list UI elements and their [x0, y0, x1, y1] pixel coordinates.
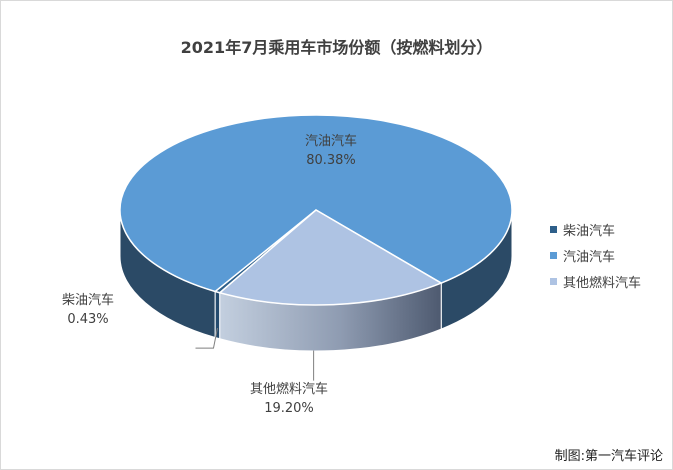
legend-label-gasoline: 汽油汽车 — [563, 249, 616, 265]
legend-swatch-diesel — [550, 225, 557, 233]
legend-label-diesel: 柴油汽车 — [563, 223, 616, 239]
slice-label-diesel-value: 0.43% — [67, 312, 109, 327]
legend-swatch-gasoline — [550, 251, 557, 259]
slice-label-diesel: 柴油汽车 0.43% — [62, 291, 114, 329]
legend-label-other: 其他燃料汽车 — [563, 275, 642, 291]
legend-item-other: 其他燃料汽车 — [550, 268, 641, 294]
slice-label-other-value: 19.20% — [264, 401, 314, 416]
slice-label-gasoline-value: 80.38% — [306, 153, 356, 168]
chart-credit: 制图:第一汽车评论 — [554, 449, 663, 464]
chart-title: 2021年7月乘用车市场份额（按燃料划分） — [180, 38, 493, 57]
slice-label-other: 其他燃料汽车 19.20% — [250, 380, 328, 418]
legend-item-gasoline: 汽油汽车 — [550, 242, 641, 268]
slice-label-other-name: 其他燃料汽车 — [250, 382, 329, 397]
pie-slice-gasoline — [119, 114, 513, 293]
pie-side-diesel — [214, 290, 221, 340]
slice-label-gasoline-name: 汽油汽车 — [305, 134, 358, 149]
legend-swatch-other — [550, 277, 557, 285]
slice-label-gasoline: 汽油汽车 80.38% — [305, 132, 357, 170]
leader-line-diesel — [195, 328, 218, 349]
legend: 柴油汽车 汽油汽车 其他燃料汽车 — [550, 216, 641, 294]
slice-label-diesel-name: 柴油汽车 — [62, 293, 115, 308]
legend-item-diesel: 柴油汽车 — [550, 216, 641, 242]
pie-slice-other — [218, 209, 443, 306]
